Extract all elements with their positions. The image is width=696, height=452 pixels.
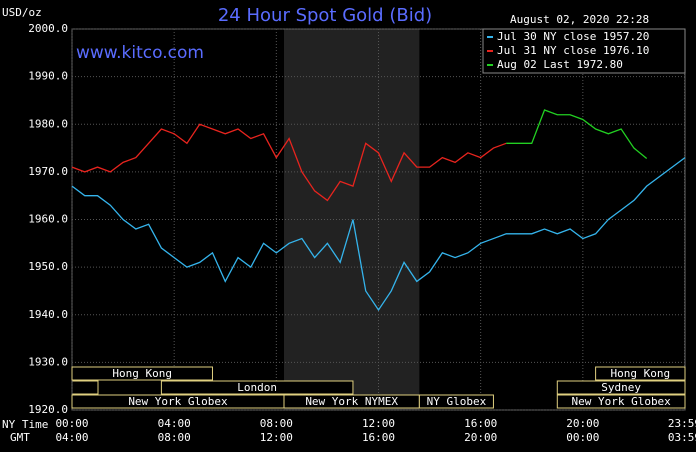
series-line [506, 109, 648, 160]
x2-tick-label: 20:00 [464, 431, 497, 444]
x2-tick-label: 12:00 [260, 431, 293, 444]
x-axis-label: NY Time [2, 418, 48, 431]
site-label: www.kitco.com [76, 43, 204, 63]
x-tick-label: 08:00 [260, 417, 293, 430]
x2-axis-label: GMT [10, 431, 30, 444]
session-label: New York Globex [571, 395, 671, 408]
y-tick-label: 1950.0 [28, 260, 68, 273]
session-box [71, 366, 213, 381]
x-tick-label: 23:59 [668, 417, 696, 430]
legend-label: Jul 31 NY close 1976.10 [497, 44, 649, 57]
session-label: Hong Kong [112, 367, 172, 380]
x2-tick-label: 00:00 [566, 431, 599, 444]
session-box [556, 394, 686, 409]
series-line [71, 123, 507, 202]
x-tick-label: 20:00 [566, 417, 599, 430]
y-tick-label: 1990.0 [28, 70, 68, 83]
session-label: Hong Kong [610, 367, 670, 380]
session-box [160, 380, 354, 395]
x-tick-label: 12:00 [362, 417, 395, 430]
timestamp: August 02, 2020 22:28 [510, 13, 649, 26]
x2-tick-label: 04:00 [55, 431, 88, 444]
y-tick-label: 1920.0 [28, 403, 68, 416]
y-tick-label: 1970.0 [28, 165, 68, 178]
session-label: Sydney [601, 381, 641, 394]
session-label: NY Globex [427, 395, 487, 408]
chart-title: 24 Hour Spot Gold (Bid) [218, 5, 432, 26]
x-tick-label: 04:00 [158, 417, 191, 430]
x-tick-label: 00:00 [55, 417, 88, 430]
legend-label: Aug 02 Last 1972.80 [497, 58, 623, 71]
y-tick-label: 1980.0 [28, 117, 68, 130]
legend-label: Jul 30 NY close 1957.20 [497, 30, 649, 43]
x-tick-label: 16:00 [464, 417, 497, 430]
series-line [71, 157, 686, 312]
session-box [418, 394, 494, 409]
session-box [71, 380, 99, 395]
x2-tick-label: 03:59 [668, 431, 696, 444]
session-box [595, 366, 686, 381]
session-box [556, 380, 686, 395]
session-label: London [237, 381, 277, 394]
y-axis-label: USD/oz [2, 6, 42, 19]
y-tick-label: 1960.0 [28, 213, 68, 226]
session-label: New York NYMEX [305, 395, 398, 408]
x2-tick-label: 16:00 [362, 431, 395, 444]
y-tick-label: 1930.0 [28, 355, 68, 368]
session-label: New York Globex [128, 395, 228, 408]
x2-tick-label: 08:00 [158, 431, 191, 444]
y-tick-label: 2000.0 [28, 22, 68, 35]
y-tick-label: 1940.0 [28, 308, 68, 321]
legend-box [482, 28, 686, 74]
